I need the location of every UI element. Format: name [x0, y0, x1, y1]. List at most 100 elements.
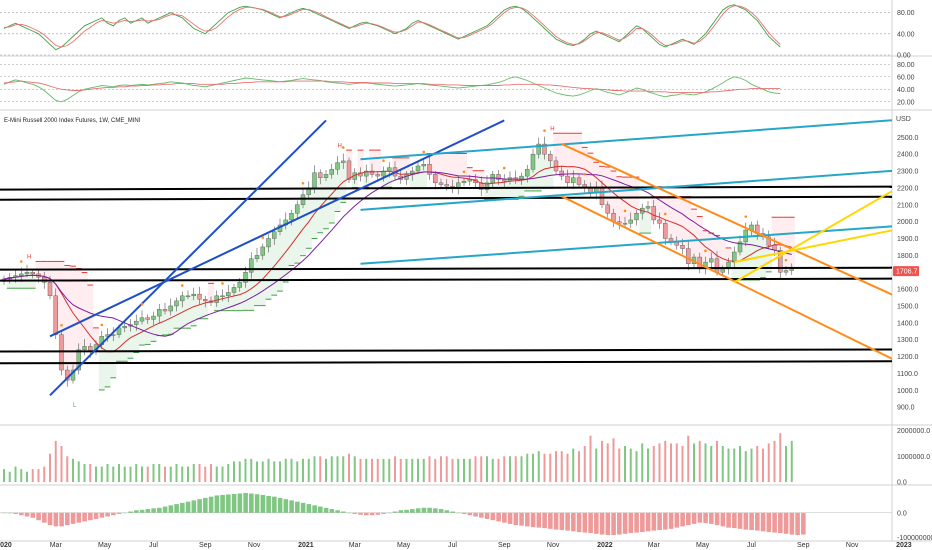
volume-bar — [767, 443, 770, 482]
envelope-fill — [501, 181, 508, 200]
volume-bar — [227, 464, 230, 482]
histogram-bar — [582, 512, 588, 533]
volume-bar — [382, 458, 385, 482]
price-tick-label: 900.0 — [897, 405, 915, 412]
histogram-bar — [59, 512, 64, 527]
envelope-fill — [656, 196, 663, 224]
pivot-dot — [382, 159, 385, 162]
envelope-fill — [369, 150, 376, 175]
histogram-bar — [749, 512, 754, 531]
envelope-fill — [708, 233, 715, 259]
volume-bar — [514, 456, 517, 482]
osc-tick-label: 80.00 — [897, 62, 915, 69]
candle-body — [341, 160, 346, 163]
volume-bar — [152, 464, 155, 482]
volume-bar — [371, 458, 373, 482]
candle-body — [461, 180, 467, 184]
pivot-dot — [19, 260, 23, 263]
histogram-bar — [490, 512, 496, 521]
envelope-fill — [277, 224, 284, 292]
envelope-fill — [518, 176, 525, 197]
volume-bar — [750, 448, 753, 482]
histogram-bar — [438, 509, 444, 513]
histogram-bar — [502, 512, 507, 523]
ma-fast-line — [3, 165, 792, 353]
envelope-fill — [311, 172, 318, 239]
volume-bar — [434, 458, 437, 482]
histogram-bar — [7, 512, 13, 514]
support-resistance-line — [0, 360, 892, 365]
volume-bar — [261, 461, 264, 482]
oscillator-pane: 80.00 60.00 40.00 20.00 — [0, 62, 915, 106]
volume-bar — [629, 448, 632, 482]
price-tick-label: 2200.0 — [897, 185, 919, 192]
stoch-d-line — [3, 5, 781, 48]
candle-body — [553, 160, 559, 172]
envelope-fill — [420, 164, 427, 189]
candle-body — [565, 175, 570, 184]
histogram-bar — [599, 512, 605, 535]
volume-bar — [77, 461, 80, 482]
candles — [1, 136, 794, 387]
envelope-fill — [438, 153, 445, 185]
envelope-fill — [93, 327, 100, 345]
candle-body — [714, 258, 720, 273]
price-tick-label: 2000.0 — [897, 219, 919, 226]
histogram-bar — [197, 499, 202, 513]
candle-body — [651, 206, 656, 221]
histogram-bar — [352, 512, 358, 514]
histogram-bar — [461, 512, 467, 514]
candle-body — [364, 170, 369, 177]
volume-bar — [606, 443, 609, 482]
envelope-fill — [748, 224, 755, 280]
volume-bar — [744, 451, 747, 482]
histogram-bar — [335, 510, 340, 513]
envelope-fill — [64, 265, 71, 381]
volume-bar — [675, 443, 678, 482]
envelope-fill — [127, 324, 134, 359]
candle-body — [502, 179, 507, 182]
envelope-fill — [242, 272, 249, 311]
volume-bar — [198, 464, 201, 482]
candle-body — [145, 317, 150, 320]
histogram-bar — [433, 508, 438, 513]
candle-body — [709, 258, 714, 263]
osc-tick-label: 60.00 — [897, 74, 915, 81]
time-tick-label: Nov — [846, 542, 859, 549]
volume-bar — [526, 453, 529, 482]
histogram-bar — [226, 494, 231, 513]
histogram-bar — [70, 512, 76, 524]
histogram-bar — [525, 512, 530, 527]
histogram-bar — [162, 506, 168, 513]
candle-body — [444, 184, 449, 187]
volume-bar — [273, 461, 276, 482]
volume-bar — [399, 458, 402, 482]
candle-body — [318, 172, 323, 178]
histogram-bar — [392, 511, 398, 513]
candle-body — [433, 174, 438, 184]
histogram-bar — [272, 496, 277, 513]
volume-bar — [457, 458, 460, 482]
histogram-bar — [484, 512, 490, 519]
volume-bar — [215, 466, 218, 482]
envelope-fill — [719, 237, 726, 269]
volume-bar — [417, 458, 419, 482]
trend-channel-line — [733, 189, 892, 284]
time-tick-label: Jul — [747, 542, 756, 549]
histogram-bar — [691, 512, 697, 524]
volume-bar — [302, 458, 304, 482]
histogram-bar — [594, 512, 599, 534]
histogram-bar — [358, 512, 363, 515]
envelope-fill — [70, 266, 77, 371]
pivot-dot — [502, 166, 506, 170]
volume-bar — [290, 458, 293, 482]
histogram-bar — [703, 512, 708, 524]
envelope-fill — [173, 300, 180, 329]
envelope-fill — [553, 133, 560, 172]
histogram-bar — [65, 512, 70, 526]
candle-body — [162, 309, 168, 312]
last-price-bg — [893, 266, 919, 277]
histogram-bar — [174, 504, 179, 513]
